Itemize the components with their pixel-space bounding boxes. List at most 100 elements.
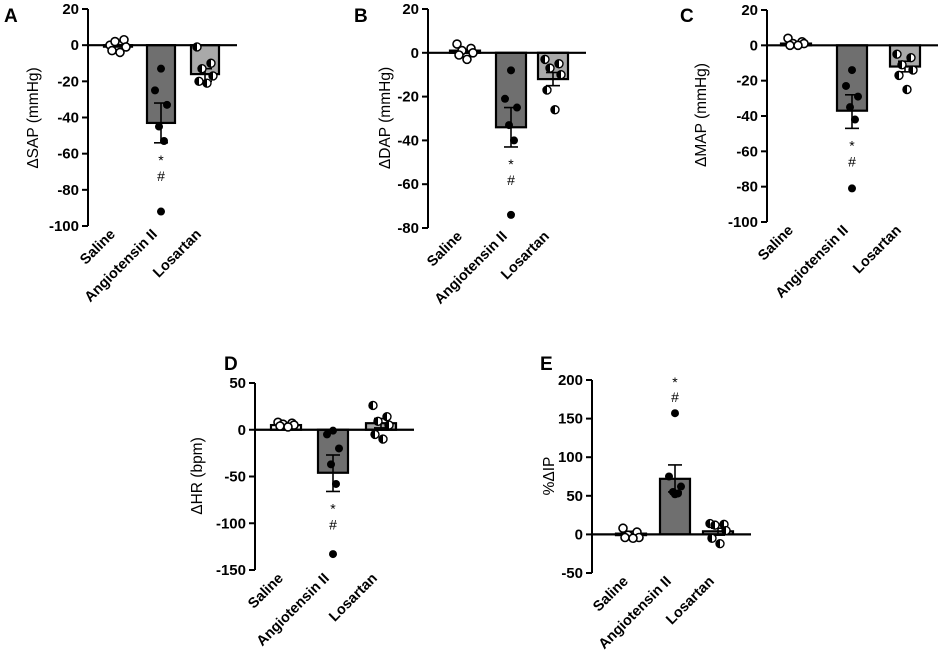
data-point-half-fill (203, 79, 207, 88)
data-point-losartan (206, 58, 216, 68)
data-point-angiotensin-ii (157, 64, 165, 73)
data-point-angiotensin-ii (323, 430, 331, 439)
data-point-angiotensin-ii (846, 103, 854, 112)
significance-asterisk: * (508, 156, 514, 172)
data-point-losartan (721, 525, 731, 536)
y-tick-label: -100 (728, 214, 758, 231)
data-point-angiotensin-ii (513, 103, 521, 112)
data-point-angiotensin-ii (842, 81, 850, 90)
y-tick-label: 100 (558, 449, 583, 466)
data-point-angiotensin-ii (851, 115, 859, 124)
panel-letter: A (4, 6, 18, 27)
panel-e: E%ΔIP200150100500-50*#SalineAngiotensin … (540, 354, 751, 653)
data-point-saline (620, 532, 630, 543)
data-point-angiotensin-ii (507, 210, 515, 219)
y-tick-label: -80 (57, 182, 79, 199)
data-point-half-fill (195, 77, 199, 86)
data-point-saline (107, 45, 117, 56)
y-tick-label: 50 (566, 488, 583, 505)
category-label: Angiotensin II (82, 227, 161, 306)
y-tick-label: 150 (558, 411, 583, 428)
data-point-half-fill (720, 520, 724, 529)
data-point-angiotensin-ii (335, 444, 343, 453)
data-point-losartan (545, 63, 555, 73)
data-point-half-fill (909, 66, 913, 75)
data-point-angiotensin-ii (848, 66, 856, 75)
data-point-angiotensin-ii (848, 184, 856, 193)
data-point-losartan (908, 65, 918, 75)
category-label: Saline (424, 229, 466, 271)
data-point-losartan (710, 520, 720, 530)
data-point-half-fill (207, 59, 211, 68)
y-tick-label: -60 (397, 176, 419, 193)
data-point-saline (110, 36, 120, 47)
data-point-saline (454, 50, 464, 60)
data-point-losartan (208, 71, 218, 81)
data-point-angiotensin-ii (151, 86, 159, 95)
y-tick-label: -40 (57, 110, 79, 127)
panel-a: A ΔSAP (mmHg) 20 0 -20 -40 -60 -80 -100 *# SalineA… (4, 1, 237, 306)
significance-hash: # (848, 153, 856, 169)
y-tick-label: 200 (558, 372, 583, 389)
data-point-half-fill (557, 70, 561, 79)
data-point-half-fill (374, 417, 378, 426)
data-point-angiotensin-ii (332, 479, 340, 488)
y-tick-label: 20 (741, 2, 758, 19)
data-point-losartan (892, 49, 902, 59)
panel-letter: D (224, 354, 238, 375)
data-point-losartan (902, 84, 912, 95)
data-point-losartan (554, 59, 564, 69)
y-tick-label: -20 (397, 89, 419, 106)
y-tick-label: -100 (216, 515, 246, 532)
data-point-saline (468, 47, 478, 58)
data-point-angiotensin-ii (329, 550, 337, 559)
significance-hash: # (507, 172, 515, 188)
data-point-losartan (550, 105, 560, 115)
data-point-angiotensin-ii (665, 472, 673, 481)
significance-asterisk: * (330, 500, 336, 516)
data-point-saline (785, 40, 795, 51)
data-point-half-fill (541, 55, 545, 64)
category-label: Losartan (326, 571, 381, 626)
data-point-angiotensin-ii (329, 426, 337, 435)
data-point-half-fill (551, 105, 555, 114)
data-point-losartan (382, 411, 392, 422)
data-point-losartan (897, 60, 907, 70)
data-point-half-fill (555, 59, 559, 68)
y-tick-label: -60 (736, 143, 758, 160)
data-point-half-fill (722, 526, 726, 535)
data-point-losartan (715, 538, 725, 549)
data-point-saline (618, 523, 628, 534)
data-point-half-fill (895, 71, 899, 80)
significance-asterisk: * (158, 152, 164, 168)
category-label: Saline (755, 223, 797, 265)
y-axis-title: ΔHR (bpm) (189, 437, 206, 515)
y-axis-title: %ΔIP (541, 457, 558, 496)
y-tick-label: 0 (71, 37, 79, 54)
data-point-half-fill (209, 71, 213, 80)
category-label: Losartan (850, 223, 905, 278)
data-point-angiotensin-ii (160, 137, 168, 146)
y-tick-label: -80 (736, 179, 758, 196)
data-point-losartan (368, 400, 378, 411)
data-point-saline (121, 42, 131, 52)
data-point-half-fill (903, 85, 907, 94)
y-tick-label: -20 (736, 73, 758, 90)
data-point-half-fill (383, 412, 387, 421)
significance-hash: # (329, 516, 337, 532)
data-point-losartan (384, 420, 394, 430)
data-point-angiotensin-ii (510, 136, 518, 145)
data-point-half-fill (379, 435, 383, 444)
y-tick-label: -100 (49, 218, 79, 235)
y-tick-label: 0 (575, 526, 583, 543)
y-tick-label: -50 (224, 469, 246, 486)
y-tick-label: 50 (229, 375, 246, 392)
data-point-losartan (540, 54, 550, 65)
data-point-angiotensin-ii (505, 121, 513, 130)
y-tick-label: -40 (397, 132, 419, 149)
y-tick-label: -50 (561, 565, 583, 582)
y-tick-label: 0 (238, 422, 246, 439)
